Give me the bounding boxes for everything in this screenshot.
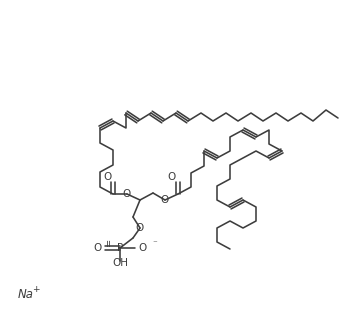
Text: O: O bbox=[104, 172, 112, 182]
Text: +: + bbox=[32, 285, 40, 295]
Text: =: = bbox=[104, 238, 114, 246]
Text: O: O bbox=[136, 223, 144, 233]
Text: O: O bbox=[94, 243, 102, 253]
Text: P: P bbox=[117, 243, 123, 253]
Text: O: O bbox=[139, 243, 147, 253]
Text: O: O bbox=[123, 189, 131, 199]
Text: OH: OH bbox=[112, 258, 128, 268]
Text: O: O bbox=[161, 195, 169, 205]
Text: ⁻: ⁻ bbox=[152, 240, 157, 248]
Text: O: O bbox=[168, 172, 176, 182]
Text: Na: Na bbox=[18, 289, 34, 301]
